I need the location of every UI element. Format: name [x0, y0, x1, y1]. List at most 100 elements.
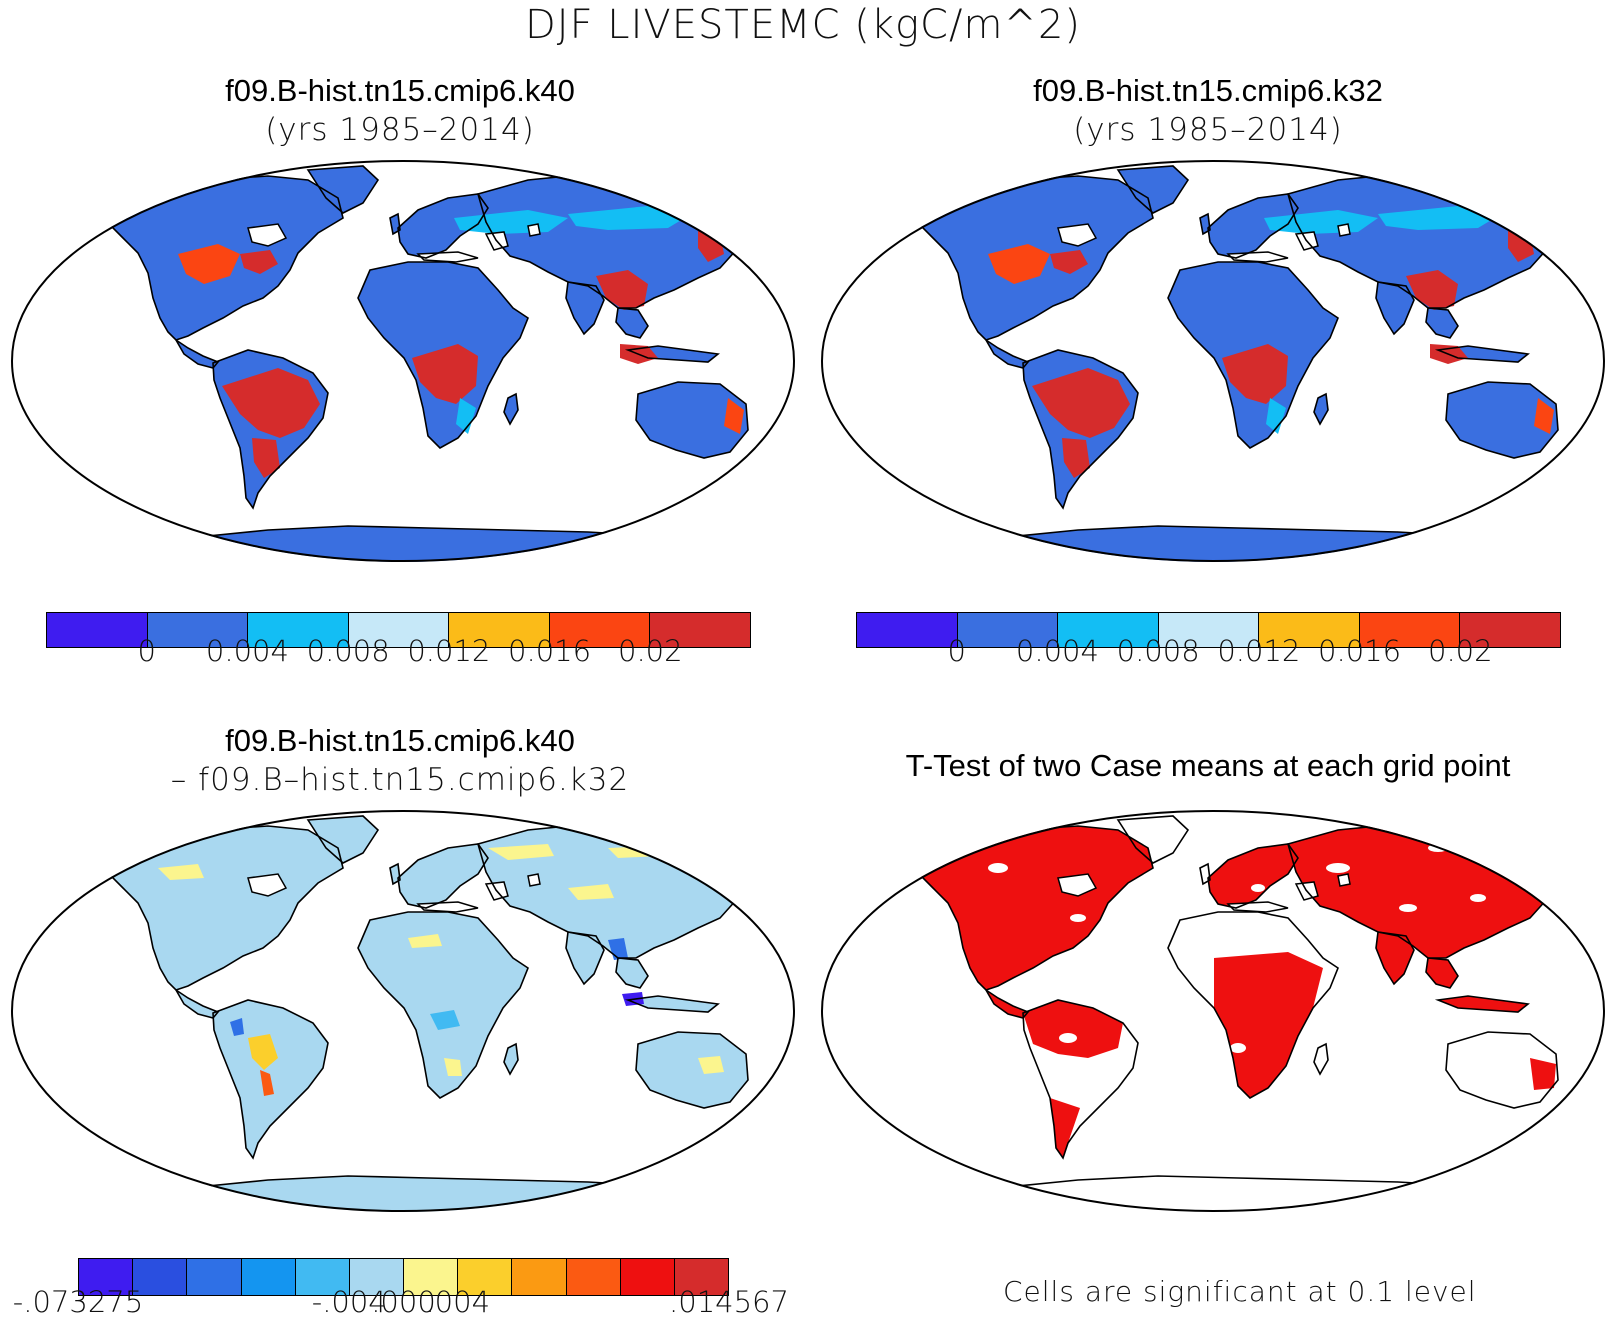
coastline-japan [1553, 234, 1569, 270]
colorbar-box [1158, 613, 1260, 647]
significant-region [913, 826, 1153, 990]
significant-region [1208, 844, 1298, 908]
significant-region [1023, 1000, 1123, 1058]
colorbar-box [187, 1259, 242, 1295]
colorbar-tick-label: 0.016 [1318, 634, 1402, 668]
anomaly-region [248, 1034, 278, 1070]
value-region [988, 244, 1050, 284]
significance-note: Cells are significant at 0.1 level [1003, 1275, 1477, 1308]
coastline-africa [1167, 911, 1339, 1099]
coastline-greenland [1116, 165, 1190, 214]
coastline-south-america [212, 999, 329, 1160]
coastline-south-america [1022, 999, 1139, 1160]
value-region [1266, 398, 1286, 434]
value-region [222, 368, 320, 438]
panel-years: (yrs 1985–2014) [1073, 112, 1343, 148]
coastline-uk [389, 862, 401, 886]
lake [1337, 873, 1351, 887]
coastline-central-america [175, 339, 220, 369]
panel-case-name: f09.B-hist.tn15.cmip6.k40 [225, 723, 575, 758]
colorbar-box [620, 1259, 675, 1295]
colorbar-tick-label: .000 [371, 1285, 436, 1319]
continent-greenland [1118, 816, 1188, 863]
anomaly-region [158, 864, 204, 880]
map-boundary [11, 160, 795, 562]
anomaly-region [698, 1056, 724, 1074]
coastline-africa [357, 261, 529, 449]
coastline-australia [1445, 1031, 1559, 1109]
colorbar-tick-label: -.073275 [12, 1285, 144, 1319]
colorbar-tick-label: 0.016 [508, 634, 592, 668]
colorbar-tick-label: 0.02 [1427, 634, 1493, 668]
colorbar-box [957, 613, 1059, 647]
anomaly-region [230, 1018, 244, 1036]
coastline-se-asia [615, 957, 649, 989]
coastline-antarctica [127, 525, 749, 562]
continent-japan [1554, 886, 1568, 918]
colorbar-box [566, 1259, 621, 1295]
colorbar-tick-label: 0.008 [1116, 634, 1200, 668]
colorbar-box [404, 1259, 459, 1295]
map-difference [11, 810, 795, 1212]
continent-europe [398, 844, 488, 908]
coastline-north-america [102, 175, 344, 341]
coastline-antarctica [127, 1175, 749, 1212]
continent-japan [744, 236, 758, 268]
panel-title-bottom-right: T-Test of two Case means at each grid po… [905, 748, 1511, 783]
colorbar-tick-label: 0 [137, 634, 156, 668]
non-significant-cell [1251, 884, 1265, 892]
coastline-madagascar [503, 392, 519, 426]
colorbar-mean-left [46, 612, 751, 648]
coastline-central-america [985, 339, 1030, 369]
coastline-south-america [212, 349, 329, 510]
colorbar-box [349, 1259, 405, 1295]
non-significant-cell [1326, 863, 1350, 873]
coastline-antarctica [937, 525, 1559, 562]
panel-difference-label: – f09.B–hist.tn15.cmip6.k32 [170, 762, 630, 798]
continent-australia [636, 1032, 748, 1108]
map-case-k32 [821, 160, 1605, 562]
colorbar-tick-label: 0.02 [617, 634, 683, 668]
map-case-k40 [11, 160, 795, 562]
map-boundary [11, 810, 795, 1212]
coastline-india [1375, 931, 1415, 986]
lake [247, 873, 288, 897]
lake [1057, 873, 1098, 897]
colorbar-box [650, 613, 751, 647]
colorbar-tick-label: -.004 [311, 1285, 387, 1319]
map-boundary [821, 160, 1605, 562]
coastline-australia [635, 1031, 749, 1109]
coastline-madagascar [1313, 392, 1329, 426]
colorbar-box [449, 613, 550, 647]
value-region [412, 344, 478, 404]
coastline-japan [1553, 884, 1569, 920]
colorbar-box [348, 613, 450, 647]
colorbar-tick-label: 0.008 [306, 634, 390, 668]
colorbar-tick-label: 0 [947, 634, 966, 668]
non-significant-cell [1230, 1043, 1246, 1053]
continent-europe [1208, 194, 1298, 258]
colorbar-box [458, 1259, 513, 1295]
colorbar-tick-label: 0.004 [1015, 634, 1099, 668]
colorbar-box [674, 1259, 729, 1295]
panel-title-top-right: f09.B-hist.tn15.cmip6.k32 (yrs 1985–2014… [808, 72, 1606, 150]
coastline-central-america [175, 989, 220, 1019]
coastline-uk [1199, 212, 1211, 236]
colorbar-box [857, 613, 958, 647]
coastline-indonesia [624, 345, 720, 363]
colorbar-box [147, 613, 249, 647]
continent-australia [636, 382, 748, 458]
anomaly-region [444, 1058, 462, 1076]
coastline-greenland [306, 815, 380, 864]
colorbar-tick-label: 0.012 [1217, 634, 1301, 668]
coastline-se-asia [1425, 307, 1459, 339]
colorbar-box [1259, 613, 1360, 647]
colorbar-difference [78, 1258, 729, 1296]
colorbar-box [248, 613, 349, 647]
coastline-uk [389, 212, 401, 236]
non-significant-cell [1470, 894, 1486, 902]
value-region [456, 398, 476, 434]
colorbar-box [295, 1259, 350, 1295]
value-region [724, 398, 744, 434]
significant-region [1530, 1058, 1556, 1090]
